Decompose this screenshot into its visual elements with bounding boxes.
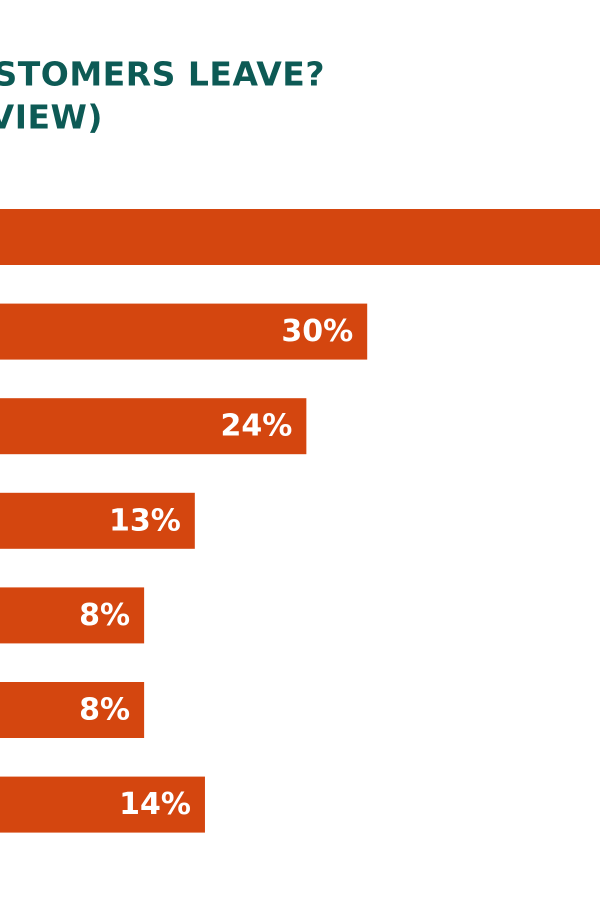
bar [0,209,600,265]
value-label: 8% [79,598,130,633]
value-label: 14% [119,787,191,822]
bar [0,682,145,738]
bar [0,303,368,360]
value-label: 8% [79,693,130,728]
bar [0,398,307,455]
bar [0,587,145,644]
chart-title: VIEW) [0,98,103,137]
bar [0,492,195,549]
value-label: 24% [221,409,293,444]
bar [0,776,205,833]
chart-title: STOMERS LEAVE? [0,55,325,94]
value-label: 13% [109,503,181,538]
value-label: 30% [281,314,353,349]
